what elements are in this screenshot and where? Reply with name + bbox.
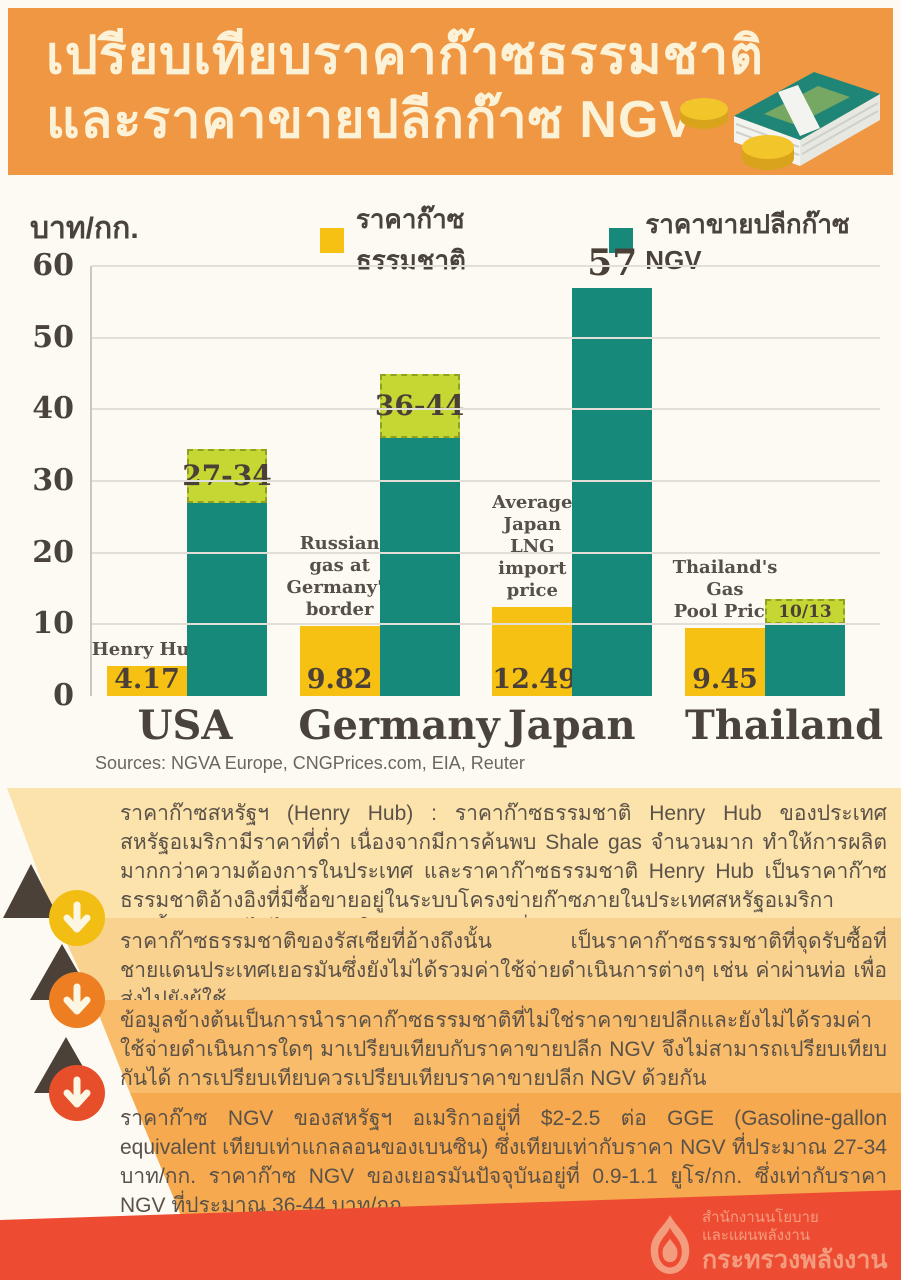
plot-area: 4.17 Henry Hub 27-34 9.82 Russian gas at Ger… bbox=[32, 242, 880, 713]
gridline bbox=[92, 623, 880, 626]
down-arrow-icon bbox=[49, 890, 105, 946]
bar-group-thailand: 9.45 Thailand's Gas Pool Price 10/13 bbox=[673, 557, 845, 696]
page-title-line2: และราคาขายปลีกก๊าซ NGV bbox=[46, 91, 696, 149]
x-axis-label-usa: USA bbox=[137, 702, 233, 749]
y-axis-tick: 50 bbox=[32, 319, 74, 355]
range-cap: 10/13 bbox=[764, 599, 845, 625]
legend-item: ราคาขายปลีกก๊าซ NGV bbox=[609, 199, 901, 281]
y-axis-tick: 10 bbox=[32, 606, 74, 642]
bar-top-label: 57 bbox=[587, 241, 638, 284]
x-axis-label-thailand: Thailand bbox=[684, 702, 884, 749]
page-title-line1: เปรียบเทียบราคาก๊าซธรรมชาติ bbox=[46, 27, 764, 85]
ngv-retail-bar-usa: 27-34 bbox=[182, 448, 272, 696]
range-label: 27-34 bbox=[182, 459, 272, 493]
y-axis-tick: 40 bbox=[32, 391, 74, 427]
note-paragraph: ข้อมูลข้างต้นเป็นการนำราคาก๊าซธรรมชาติที… bbox=[120, 1009, 887, 1090]
range-cap: 27-34 bbox=[182, 448, 272, 503]
note-paragraph: ราคาก๊าซสหรัฐฯ (Henry Hub) : ราคาก๊าซธรร… bbox=[120, 802, 887, 912]
bar-annotation: Russian gas at Germany's border bbox=[286, 532, 393, 620]
note-paragraph: ราคาก๊าซธรรมชาติของรัสเซียที่อ้างถึงนั้น… bbox=[120, 930, 887, 1000]
bar-value-label: 9.45 bbox=[692, 664, 758, 695]
x-axis-labels: USA Germany Japan Thailand bbox=[90, 702, 884, 749]
y-axis-unit-label: บาท/กก. bbox=[30, 212, 139, 245]
header-banner: เปรียบเทียบราคาก๊าซธรรมชาติ และราคาขายปล… bbox=[8, 8, 893, 175]
legend-swatch bbox=[609, 227, 634, 253]
page-title: เปรียบเทียบราคาก๊าซธรรมชาติ และราคาขายปล… bbox=[46, 24, 764, 152]
gridline bbox=[92, 408, 880, 411]
org-name-line2: และแผนพลังงาน bbox=[702, 1227, 811, 1244]
y-axis-tick: 60 bbox=[32, 248, 74, 283]
bar-annotation: Thailand's Gas Pool Price bbox=[672, 557, 778, 623]
note-band-3: ข้อมูลข้างต้นเป็นการนำราคาก๊าซธรรมชาติที… bbox=[0, 1000, 901, 1093]
y-axis-tick: 20 bbox=[32, 534, 74, 570]
notes-section: ราคาก๊าซสหรัฐฯ (Henry Hub) : ราคาก๊าซธรร… bbox=[0, 788, 901, 1218]
down-arrow-icon bbox=[49, 1065, 105, 1121]
gridline bbox=[92, 336, 880, 339]
y-axis-tick: 30 bbox=[32, 463, 74, 498]
bar-group-usa: 4.17 Henry Hub 27-34 bbox=[92, 448, 272, 696]
y-axis-tick: 0 bbox=[53, 678, 74, 713]
note-band-1: ราคาก๊าซสหรัฐฯ (Henry Hub) : ราคาก๊าซธรร… bbox=[0, 788, 901, 918]
gridline bbox=[92, 480, 880, 482]
ngv-retail-bar-thailand: 10/13 bbox=[764, 599, 845, 696]
org-logo: สำนักงานนโยบาย และแผนพลังงาน กระทรวงพลัง… bbox=[648, 1209, 888, 1275]
note-paragraph: ราคาก๊าซ NGV ของสหรัฐฯ อเมริกาอยู่ที่ $2… bbox=[120, 1107, 887, 1217]
bar-group-germany: 9.82 Russian gas at Germany's border 36-44 bbox=[287, 373, 464, 696]
org-name: สำนักงานนโยบาย และแผนพลังงาน กระทรวงพลัง… bbox=[702, 1209, 888, 1275]
ngv-retail-bar-germany: 36-44 bbox=[375, 373, 464, 696]
natural-gas-bar-thailand: 9.45 Thailand's Gas Pool Price bbox=[673, 557, 777, 696]
banknote-stack-and-coins-icon bbox=[680, 72, 880, 170]
bar-group-japan: 12.49 Average Japan LNG import price 57 bbox=[492, 242, 653, 696]
bar-value-label: 9.82 bbox=[306, 664, 373, 695]
org-name-line3: กระทรวงพลังงาน bbox=[702, 1246, 888, 1274]
org-name-line1: สำนักงานนโยบาย bbox=[702, 1209, 819, 1226]
legend-label: ราคาก๊าซธรรมชาติ bbox=[355, 204, 466, 275]
gridline bbox=[92, 265, 880, 267]
legend-item: ราคาก๊าซธรรมชาติ bbox=[320, 199, 564, 281]
range-label: 36-44 bbox=[374, 389, 465, 423]
ngv-retail-bar-japan: 57 bbox=[572, 242, 653, 696]
flame-logo-icon bbox=[650, 1215, 690, 1274]
down-arrow-icon bbox=[49, 972, 105, 1028]
chart-section: บาท/กก. ราคาก๊าซธรรมชาติ ราคาขายปลีกก๊าซ … bbox=[0, 175, 901, 788]
x-axis-label-japan: Japan bbox=[507, 702, 636, 749]
x-axis-label-germany: Germany bbox=[298, 702, 500, 749]
bar-value-label: 12.49 bbox=[492, 664, 577, 695]
note-band-2: ราคาก๊าซธรรมชาติของรัสเซียที่อ้างถึงนั้น… bbox=[0, 918, 901, 1000]
range-cap: 36-44 bbox=[375, 373, 464, 438]
source-line: Sources: NGVA Europe, CNGPrices.com, EIA… bbox=[95, 753, 525, 773]
natural-gas-bar-usa: 4.17 Henry Hub bbox=[92, 639, 202, 696]
natural-gas-bar-germany: 9.82 Russian gas at Germany's border bbox=[287, 533, 393, 696]
bar-value-label: 4.17 bbox=[114, 664, 180, 695]
range-label: 10/13 bbox=[778, 601, 832, 622]
bar-annotation: Average Japan LNG import price bbox=[492, 491, 573, 601]
legend-swatch bbox=[320, 227, 344, 253]
natural-gas-bar-japan: 12.49 Average Japan LNG import price bbox=[492, 492, 577, 696]
gridline bbox=[92, 551, 880, 554]
legend-label: ราคาขายปลีกก๊าซ NGV bbox=[645, 209, 850, 275]
chart-legend: ราคาก๊าซธรรมชาติ ราคาขายปลีกก๊าซ NGV bbox=[320, 199, 901, 281]
bars-layer: 4.17 Henry Hub 27-34 9.82 Russian gas at Ger… bbox=[92, 242, 880, 696]
